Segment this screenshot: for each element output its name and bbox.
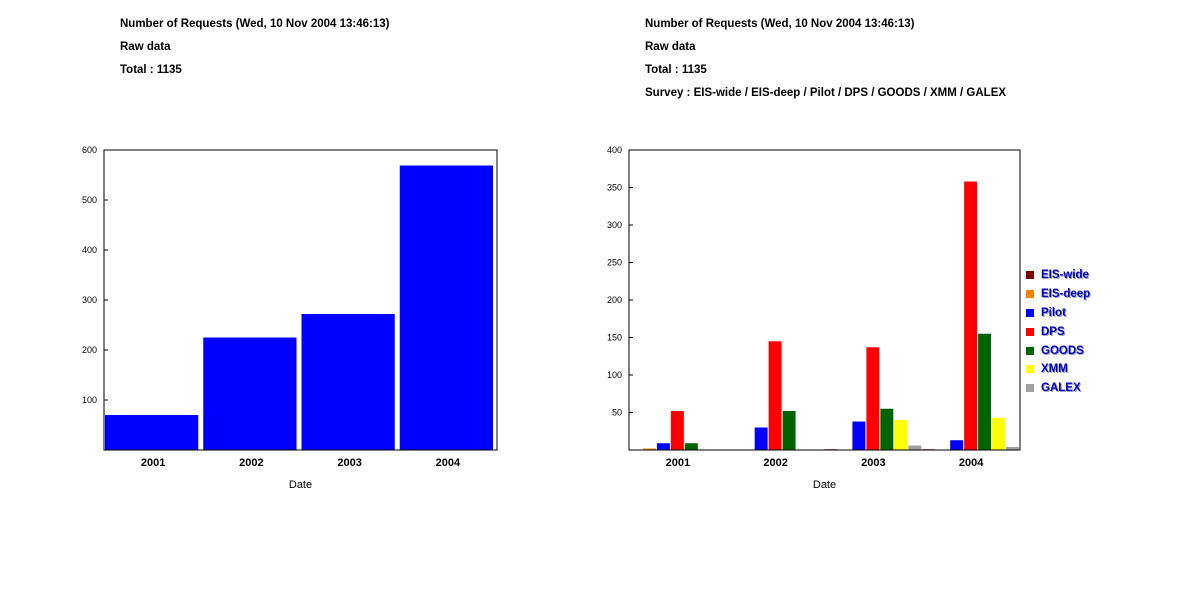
left-ytick-label: 400 (82, 245, 97, 255)
right-bar-goods-2002 (782, 411, 796, 450)
legend-swatch (1026, 308, 1034, 317)
right-chart-legend: EIS-wide EIS-deep Pilot DPS GOODS XMM GALEX (1026, 266, 1090, 398)
left-xcat-label: 2003 (337, 457, 361, 469)
legend-item-galex: GALEX (1026, 379, 1090, 398)
right-ytick-label: 50 (612, 408, 622, 418)
legend-label: GALEX (1041, 382, 1081, 395)
left-chart-subtitle: Raw data (120, 41, 171, 53)
legend-label: GOODS (1041, 344, 1084, 357)
left-bar-2002 (203, 337, 297, 450)
right-ytick-label: 300 (607, 220, 622, 230)
right-chart-total: Total : 1135 (645, 64, 707, 76)
legend-swatch (1026, 384, 1034, 393)
left-ytick-label: 600 (82, 145, 97, 155)
right-bar-galex-2004 (1006, 447, 1019, 450)
right-bar-goods-2001 (684, 443, 698, 450)
legend-item-pilot: Pilot (1026, 304, 1090, 323)
legend-item-eis-wide: EIS-wide (1026, 266, 1090, 285)
right-xcat-label: 2004 (959, 457, 984, 469)
left-ytick-label: 300 (82, 295, 97, 305)
legend-swatch (1026, 346, 1034, 355)
right-bar-pilot-2002 (754, 427, 768, 450)
right-bar-pilot-2001 (656, 443, 670, 450)
right-chart-survey: Survey : EIS-wide / EIS-deep / Pilot / D… (645, 87, 1007, 99)
right-bar-dps-2001 (670, 411, 684, 450)
legend-item-eis-deep: EIS-deep (1026, 285, 1090, 304)
right-bar-pilot-2003 (852, 421, 866, 450)
left-plot-frame-top (103, 149, 498, 451)
right-ytick-label: 250 (607, 258, 622, 268)
right-bar-galex-2003 (908, 445, 922, 450)
left-bar-chart: 100 200 300 400 500 600 2001 2002 2003 2004 Date (82, 145, 498, 491)
right-xcat-label: 2001 (666, 457, 690, 469)
left-bar-2003 (301, 314, 395, 450)
left-chart-panel: Number of Requests (Wed, 10 Nov 2004 13:… (82, 18, 498, 491)
legend-swatch (1026, 365, 1034, 374)
right-xcat-label: 2003 (861, 457, 885, 469)
right-chart-panel: Number of Requests (Wed, 10 Nov 2004 13:… (600, 0, 1200, 600)
legend-label: XMM (1041, 363, 1068, 376)
left-ytick-label: 200 (82, 345, 97, 355)
left-ytick-label: 500 (82, 195, 97, 205)
right-xcat-label: 2002 (763, 457, 787, 469)
right-chart-subtitle: Raw data (645, 41, 696, 53)
left-xcat-label: 2002 (239, 457, 263, 469)
right-grouped-bar-chart: 50 100 150 200 250 300 350 400 2001 2002 2003 2004 D… (607, 145, 1021, 491)
legend-swatch (1026, 271, 1034, 280)
right-bar-dps-2004 (964, 181, 978, 450)
left-chart-total: Total : 1135 (120, 64, 182, 76)
left-xaxis-label: Date (289, 479, 312, 491)
legend-item-dps: DPS (1026, 322, 1090, 341)
right-chart-title: Number of Requests (Wed, 10 Nov 2004 13:… (645, 18, 915, 30)
left-chart-title: Number of Requests (Wed, 10 Nov 2004 13:… (120, 18, 390, 30)
legend-label: EIS-deep (1041, 288, 1091, 301)
left-xcat-label: 2001 (141, 457, 165, 469)
right-bar-goods-2003 (880, 408, 894, 450)
legend-swatch (1026, 327, 1034, 336)
legend-label: Pilot (1041, 306, 1066, 319)
left-xcat-label: 2004 (436, 457, 461, 469)
legend-item-xmm: XMM (1026, 360, 1090, 379)
left-ytick-label: 100 (82, 395, 97, 405)
right-bar-dps-2002 (768, 341, 782, 450)
right-plot-frame (628, 149, 1021, 451)
left-bar-2004 (399, 165, 493, 450)
right-bar-eis-deep-2001 (642, 448, 656, 450)
right-bar-dps-2003 (866, 347, 880, 450)
legend-swatch (1026, 290, 1034, 299)
right-plot-frame-top (628, 149, 1021, 451)
right-ytick-label: 400 (607, 145, 622, 155)
right-ytick-label: 200 (607, 295, 622, 305)
right-bar-goods-2004 (978, 333, 992, 450)
right-ytick-label: 350 (607, 183, 622, 193)
right-bar-xmm-2004 (992, 417, 1006, 450)
right-xaxis-label: Date (813, 479, 836, 491)
legend-label: EIS-wide (1041, 269, 1089, 282)
right-bar-xmm-2003 (894, 420, 908, 450)
legend-label: DPS (1041, 325, 1065, 338)
right-ytick-label: 150 (607, 333, 622, 343)
left-bar-2001 (105, 415, 199, 450)
right-ytick-label: 100 (607, 370, 622, 380)
legend-item-goods: GOODS (1026, 341, 1090, 360)
right-bar-pilot-2004 (950, 440, 964, 450)
